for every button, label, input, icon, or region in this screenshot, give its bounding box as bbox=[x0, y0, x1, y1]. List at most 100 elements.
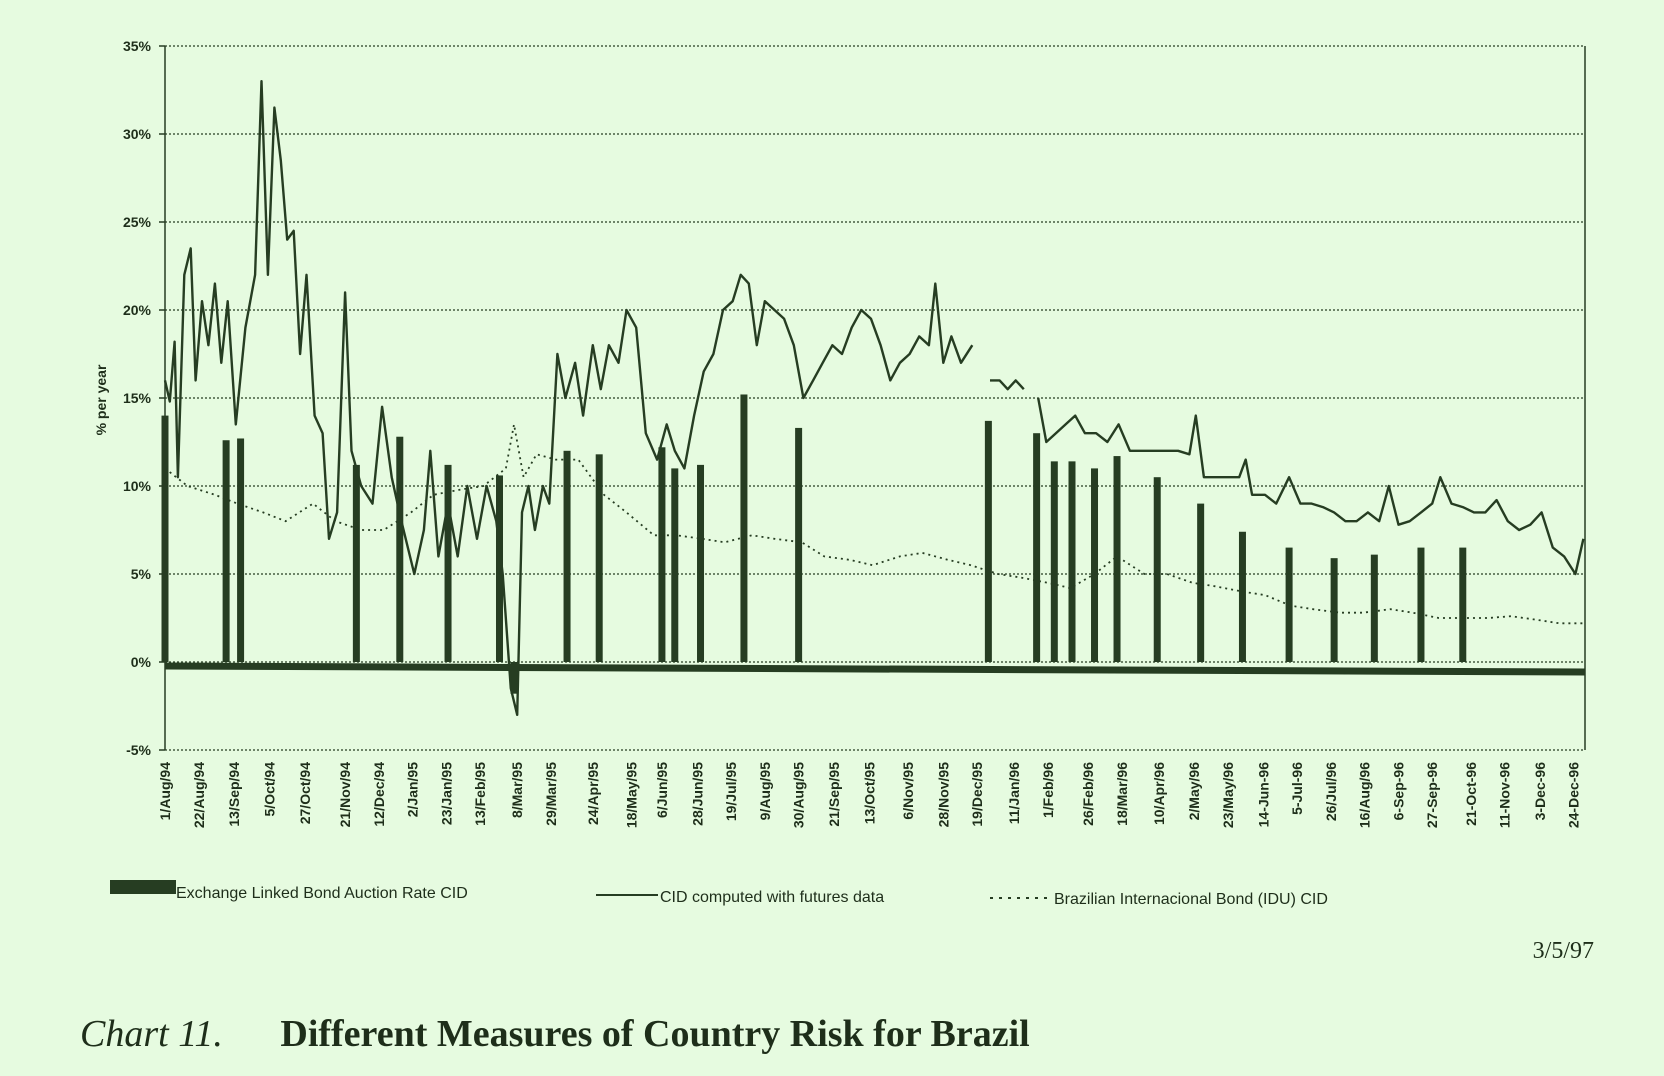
legend-item-dotted: Brazilian Internacional Bond (IDU) CID bbox=[990, 891, 1328, 908]
x-tick-label: 1/Aug/94 bbox=[157, 762, 173, 821]
x-tick-label: 26/Jul/96 bbox=[1323, 762, 1339, 821]
legend-swatch-bar bbox=[110, 880, 176, 894]
zero-line bbox=[164, 662, 1586, 676]
x-tick-label: 16/Aug/96 bbox=[1357, 762, 1373, 828]
x-tick-label: 11/Jan/96 bbox=[1006, 762, 1022, 824]
x-tick-label: 5/Oct/94 bbox=[262, 762, 278, 817]
chart-caption: Chart 11. Different Measures of Country … bbox=[80, 1012, 1030, 1056]
bar bbox=[697, 464, 705, 662]
legend-label-solid: CID computed with futures data bbox=[660, 889, 884, 906]
x-tick-label: 23/May/96 bbox=[1220, 762, 1236, 828]
x-tick-label: 8/Mar/95 bbox=[509, 762, 525, 818]
x-tick-label: 6/Nov/95 bbox=[900, 762, 916, 820]
y-axis-label: % per year bbox=[93, 364, 109, 435]
bar bbox=[1459, 547, 1467, 662]
zero-baseline bbox=[164, 662, 1586, 676]
x-tick-label: 13/Oct/95 bbox=[861, 762, 877, 824]
x-tick-label: 11-Nov-96 bbox=[1497, 762, 1513, 828]
x-tick-label: 27/Oct/94 bbox=[297, 762, 313, 824]
bar bbox=[984, 420, 992, 662]
x-tick-label: 24/Apr/95 bbox=[585, 762, 601, 825]
x-tick-label: 26/Feb/96 bbox=[1080, 762, 1096, 826]
x-tick-label: 10/Apr/96 bbox=[1151, 762, 1167, 825]
bar bbox=[1050, 461, 1058, 662]
series-lines bbox=[163, 80, 1585, 716]
y-tick-label: 10% bbox=[123, 478, 152, 494]
bar bbox=[1091, 468, 1099, 662]
x-tick-label: 3-Dec-96 bbox=[1532, 762, 1548, 821]
bar bbox=[1033, 433, 1041, 662]
y-tick-label: 35% bbox=[123, 38, 152, 54]
bars-auction-rate bbox=[161, 394, 1467, 694]
legend-label-bar: Exchange Linked Bond Auction Rate CID bbox=[176, 885, 468, 902]
bar bbox=[396, 436, 404, 662]
y-tick-label: 30% bbox=[123, 126, 152, 142]
y-tick-label: 25% bbox=[123, 214, 152, 230]
y-tick-labels: -5% 0% 5% 10% 15% 20% 25% 30% 35% bbox=[123, 38, 152, 758]
bar bbox=[510, 662, 518, 694]
bar bbox=[795, 427, 803, 662]
x-tick-label: 28/Nov/95 bbox=[935, 762, 951, 828]
bar bbox=[595, 454, 603, 662]
axes bbox=[159, 45, 1586, 751]
x-tick-label: 13/Sep/94 bbox=[226, 762, 242, 827]
x-tick-labels: 1/Aug/94 22/Aug/94 13/Sep/94 5/Oct/94 27/Oct… bbox=[157, 762, 1582, 828]
y-tick-label: -5% bbox=[126, 742, 151, 758]
line-futures-cid bbox=[163, 80, 1585, 716]
bar bbox=[740, 394, 748, 662]
bar bbox=[671, 468, 679, 662]
x-tick-label: 30/Aug/95 bbox=[791, 762, 807, 828]
x-tick-label: 27-Sep-96 bbox=[1424, 762, 1440, 828]
bar bbox=[658, 447, 666, 662]
x-tick-label: 6/Jun/95 bbox=[654, 762, 670, 818]
caption-title: Different Measures of Country Risk for B… bbox=[280, 1013, 1030, 1055]
x-tick-label: 18/May/95 bbox=[623, 762, 639, 828]
x-tick-label: 6-Sep-96 bbox=[1390, 762, 1406, 821]
x-tick-label: 21/Nov/94 bbox=[337, 762, 353, 828]
legend-item-solid: CID computed with futures data bbox=[596, 889, 884, 906]
x-tick-label: 18/Mar/96 bbox=[1114, 762, 1130, 826]
x-tick-label: 14-Jun-96 bbox=[1255, 762, 1271, 828]
x-tick-label: 23/Jan/95 bbox=[438, 762, 454, 825]
bar bbox=[222, 440, 230, 662]
y-tick-label: 20% bbox=[123, 302, 152, 318]
bar bbox=[1197, 503, 1205, 662]
y-tick-label: 5% bbox=[131, 566, 152, 582]
x-tick-label: 5-Jul-96 bbox=[1289, 762, 1305, 815]
bar bbox=[352, 464, 360, 662]
bar bbox=[1417, 547, 1425, 662]
bar bbox=[495, 475, 503, 662]
bar bbox=[1370, 554, 1378, 662]
bar bbox=[237, 438, 245, 662]
y-tick-label: 15% bbox=[123, 390, 152, 406]
y-tick-label: 0% bbox=[131, 654, 152, 670]
x-tick-label: 2/Jan/95 bbox=[405, 762, 421, 817]
x-tick-label: 21-Oct-96 bbox=[1463, 762, 1479, 826]
x-tick-label: 2/May/96 bbox=[1186, 762, 1202, 821]
x-tick-label: 1/Feb/96 bbox=[1040, 762, 1056, 818]
line-idu-cid bbox=[164, 424, 1584, 625]
legend: Exchange Linked Bond Auction Rate CID CI… bbox=[110, 880, 1328, 908]
x-tick-label: 24-Dec-96 bbox=[1566, 762, 1582, 828]
legend-item-bar: Exchange Linked Bond Auction Rate CID bbox=[110, 880, 468, 902]
bar bbox=[444, 464, 452, 662]
x-tick-label: 21/Sep/95 bbox=[826, 762, 842, 827]
bar bbox=[563, 450, 571, 662]
x-tick-label: 19/Jul/95 bbox=[723, 762, 739, 821]
bar bbox=[1330, 558, 1338, 662]
x-tick-label: 22/Aug/94 bbox=[191, 762, 207, 828]
bar bbox=[1238, 531, 1246, 662]
x-tick-label: 13/Feb/95 bbox=[472, 762, 488, 826]
caption-label: Chart 11. bbox=[80, 1013, 223, 1055]
bar bbox=[1113, 456, 1121, 662]
bar bbox=[1153, 477, 1161, 662]
x-tick-label: 28/Jun/95 bbox=[689, 762, 705, 826]
bar bbox=[1068, 461, 1076, 662]
x-tick-label: 9/Aug/95 bbox=[757, 762, 773, 821]
x-tick-label: 12/Dec/94 bbox=[371, 762, 387, 827]
legend-label-dotted: Brazilian Internacional Bond (IDU) CID bbox=[1054, 891, 1328, 908]
x-tick-label: 19/Dec/95 bbox=[969, 762, 985, 827]
date-stamp: 3/5/97 bbox=[1532, 938, 1594, 964]
